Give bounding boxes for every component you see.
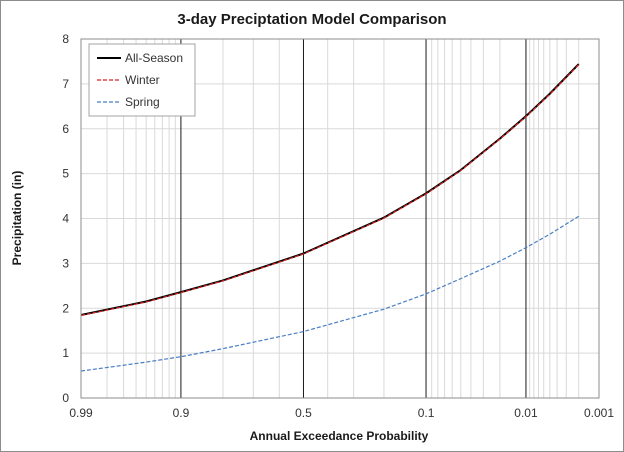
series-line-winter <box>80 64 580 317</box>
y-tick-label: 5 <box>62 167 69 181</box>
y-tick-labels: 0 1 2 3 4 5 6 7 8 <box>62 32 69 405</box>
x-tick-label: 0.001 <box>584 406 614 420</box>
plot-border <box>80 38 600 399</box>
y-tick-label: 6 <box>62 122 69 136</box>
series-line-spring <box>80 215 580 372</box>
x-tick-label: 0.9 <box>173 406 190 420</box>
y-tick-label: 1 <box>62 346 69 360</box>
x-axis-label: Annual Exceedance Probability <box>250 429 429 443</box>
legend-label-spring: Spring <box>125 95 160 109</box>
y-tick-label: 3 <box>62 256 69 270</box>
x-tick-labels: 0.99 0.9 0.5 0.1 0.01 0.001 <box>69 406 614 420</box>
y-tick-label: 7 <box>62 77 69 91</box>
y-tick-label: 4 <box>62 212 69 226</box>
x-tick-label: 0.5 <box>295 406 312 420</box>
series-lines <box>80 63 580 372</box>
y-tick-label: 0 <box>62 391 69 405</box>
y-tick-label: 8 <box>62 32 69 46</box>
legend-label-winter: Winter <box>125 73 160 87</box>
x-tick-label: 0.01 <box>514 406 538 420</box>
x-tick-label: 0.99 <box>69 406 93 420</box>
legend: All-Season Winter Spring <box>88 43 196 117</box>
legend-label-all-season: All-Season <box>125 51 183 65</box>
y-tick-label: 2 <box>62 301 69 315</box>
chart-title: 3-day Preciptation Model Comparison <box>177 11 446 28</box>
y-axis-label: Precipitation (in) <box>10 171 24 266</box>
x-tick-label: 0.1 <box>418 406 435 420</box>
